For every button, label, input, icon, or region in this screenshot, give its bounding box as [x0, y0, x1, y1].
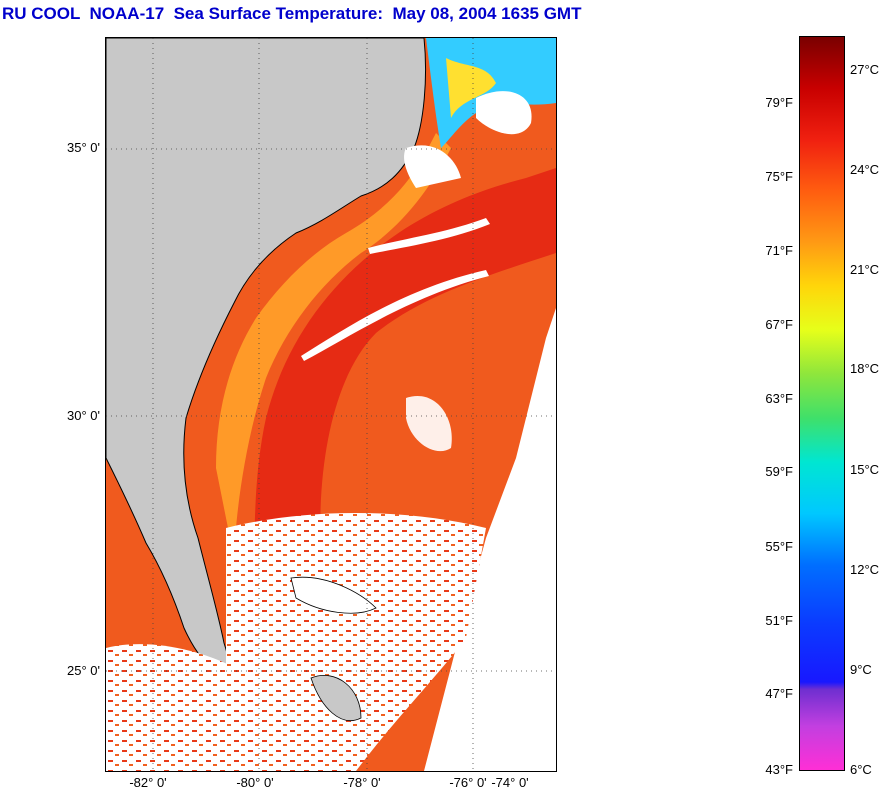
cloud-streak — [368, 218, 490, 254]
fahrenheit-label: 51°F — [765, 613, 793, 628]
land-east-coast — [106, 38, 427, 677]
fahrenheit-label: 47°F — [765, 686, 793, 701]
fahrenheit-label: 43°F — [765, 762, 793, 777]
sst-map-image — [106, 38, 556, 771]
gulf-stream — [254, 168, 556, 771]
cloud-patch — [404, 145, 461, 188]
fahrenheit-label: 75°F — [765, 169, 793, 184]
celsius-label: 9°C — [850, 662, 872, 677]
island-andros — [310, 675, 362, 721]
celsius-label: 21°C — [850, 262, 880, 277]
celsius-label: 27°C — [850, 62, 880, 77]
celsius-label: 15°C — [850, 462, 880, 477]
cool-shelf-water — [446, 58, 496, 118]
latitude-label: 35° 0' — [67, 140, 100, 155]
cloud-patch — [476, 91, 532, 135]
graticule — [106, 38, 556, 771]
celsius-label: 12°C — [850, 562, 880, 577]
cloud-field-southwest — [106, 644, 236, 771]
sst-map — [105, 37, 557, 772]
longitude-label: -78° 0' — [343, 775, 381, 790]
longitude-label: -82° 0' — [129, 775, 167, 790]
fahrenheit-label: 55°F — [765, 539, 793, 554]
cloud-streak — [301, 270, 489, 361]
temperature-colorbar — [799, 36, 845, 771]
fahrenheit-label: 67°F — [765, 317, 793, 332]
celsius-label: 18°C — [850, 361, 880, 376]
latitude-label: 30° 0' — [67, 408, 100, 423]
fahrenheit-label: 71°F — [765, 243, 793, 258]
fahrenheit-label: 59°F — [765, 464, 793, 479]
longitude-label: -74° 0' — [491, 775, 529, 790]
longitude-label: -76° 0' — [449, 775, 487, 790]
fahrenheit-label: 63°F — [765, 391, 793, 406]
celsius-label: 24°C — [850, 162, 880, 177]
swath-no-data — [424, 308, 556, 771]
celsius-label: 6°C — [850, 762, 872, 777]
island-bahamas — [290, 576, 377, 614]
cloud-patch — [406, 396, 452, 452]
longitude-label: -80° 0' — [236, 775, 274, 790]
fahrenheit-label: 79°F — [765, 95, 793, 110]
cloud-field-south — [226, 513, 486, 771]
latitude-label: 25° 0' — [67, 663, 100, 678]
page-title: RU COOL NOAA-17 Sea Surface Temperature:… — [2, 4, 582, 23]
